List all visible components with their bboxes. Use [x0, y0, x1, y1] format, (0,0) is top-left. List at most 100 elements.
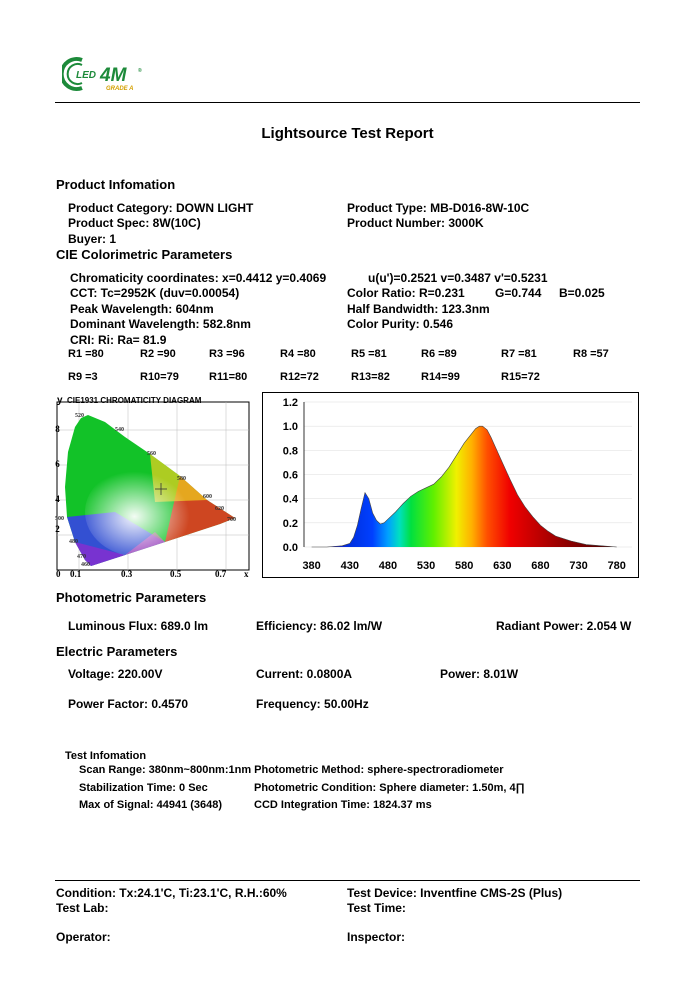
r-value: R7 =81	[501, 348, 537, 360]
company-logo: LED 4M ® GRADE A	[59, 54, 172, 94]
footer-rule	[55, 880, 640, 881]
logo-brand: 4M	[99, 65, 128, 86]
y-tick-label: 1.0	[283, 421, 298, 433]
x-tick-label: 780	[608, 560, 626, 572]
max-signal: Max of Signal: 44941 (3648)	[79, 799, 223, 811]
condition: Condition: Tx:24.1'C, Ti:23.1'C, R.H.:60…	[56, 886, 287, 900]
x-tick: 0.7	[215, 569, 227, 578]
y-tick-label: 0.4	[283, 494, 299, 506]
frequency: Frequency: 50.00Hz	[256, 697, 369, 711]
product-type: Product Type: MB-D016-8W-10C	[347, 201, 530, 215]
test-time: Test Time:	[347, 901, 406, 915]
locus-label: 580	[177, 476, 186, 482]
header-rule	[55, 102, 640, 103]
power-factor: Power Factor: 0.4570	[68, 697, 189, 711]
r-value: R4 =80	[280, 348, 316, 360]
y-tick-label: 0.0	[283, 542, 298, 554]
x-tick: 0.5	[170, 569, 182, 578]
r-value: R14=99	[421, 371, 460, 383]
x-tick-label: 680	[531, 560, 549, 572]
cie-heading: CIE Colorimetric Parameters	[56, 247, 233, 262]
x-tick-label: 480	[379, 560, 397, 572]
logo-registered: ®	[138, 67, 142, 74]
luminous-flux: Luminous Flux: 689.0 lm	[68, 619, 209, 633]
current: Current: 0.0800A	[256, 667, 353, 681]
inspector: Inspector:	[347, 930, 406, 944]
cri: CRI: Ri: Ra= 81.9	[70, 333, 167, 347]
x-tick: 0.3	[121, 569, 133, 578]
locus-label: 600	[203, 494, 212, 500]
chromaticity: Chromaticity coordinates: x=0.4412 y=0.4…	[70, 271, 327, 285]
dominant-wavelength: Dominant Wavelength: 582.8nm	[70, 317, 251, 331]
stabilization-time: Stabilization Time: 0 Sec	[79, 782, 208, 794]
y-tick-label: 0.6	[283, 470, 298, 482]
operator: Operator:	[56, 930, 111, 944]
voltage: Voltage: 220.00V	[68, 667, 163, 681]
cie-diagram: 520 540 560 580 600 620 700 500 480 470 …	[53, 392, 252, 579]
peak-wavelength: Peak Wavelength: 604nm	[70, 302, 214, 316]
power: Power: 8.01W	[440, 667, 519, 681]
r-value: R6 =89	[421, 348, 457, 360]
half-bandwidth: Half Bandwidth: 123.3nm	[347, 302, 490, 316]
logo-sub: GRADE A	[106, 86, 133, 92]
x-tick: 0	[56, 569, 61, 578]
radiant-power: Radiant Power: 2.054 W	[496, 619, 632, 633]
locus-label: 620	[215, 506, 224, 512]
spectrum-line	[311, 425, 617, 548]
locus-label: 460	[81, 562, 90, 568]
product-heading: Product Infomation	[56, 177, 176, 192]
report-title: Lightsource Test Report	[261, 125, 434, 142]
test-lab: Test Lab:	[56, 901, 109, 915]
locus-label: 520	[75, 413, 84, 419]
r-value: R12=72	[280, 371, 319, 383]
product-spec: Product Spec: 8W(10C)	[68, 216, 201, 230]
color-ratio-b: B=0.025	[559, 286, 605, 300]
diagram-title: CIE1931 CHROMATICITY DIAGRAM	[67, 396, 202, 405]
r-value: R15=72	[501, 371, 540, 383]
product-category: Product Category: DOWN LIGHT	[68, 201, 254, 215]
x-tick-label: 730	[569, 560, 587, 572]
photometric-heading: Photometric Parameters	[56, 590, 207, 605]
r-value: R8 =57	[573, 348, 609, 360]
scan-range: Scan Range: 380nm~800nm:1nm Photometric …	[79, 764, 504, 776]
x-tick-label: 580	[455, 560, 473, 572]
r-value: R13=82	[351, 371, 390, 383]
r-value: R5 =81	[351, 348, 387, 360]
y-tick: .4	[55, 494, 60, 504]
r-value: R10=79	[140, 371, 179, 383]
logo-led: LED	[76, 70, 96, 81]
ccd-integration-time: CCD Integration Time: 1824.37 ms	[254, 799, 432, 811]
efficiency: Efficiency: 86.02 lm/W	[256, 619, 383, 633]
uv-coords: u(u')=0.2521 v=0.3487 v'=0.5231	[368, 271, 548, 285]
x-tick-label: 430	[341, 560, 359, 572]
y-tick-label: 0.2	[283, 518, 298, 530]
r-value: R11=80	[209, 371, 248, 383]
product-number: Product Number: 3000K	[347, 216, 484, 230]
x-tick-label: 380	[302, 560, 320, 572]
spectrum-chart: 1.2 1.0 0.8 0.6 0.4 0.2 0.0 380 430 480 530 580 630…	[262, 392, 639, 578]
color-ratio: Color Ratio: R=0.231	[347, 286, 465, 300]
test-heading: Test Infomation	[65, 750, 147, 762]
locus-label: 470	[77, 554, 86, 560]
x-tick-label: 630	[493, 560, 511, 572]
x-tick-label: 530	[417, 560, 435, 572]
locus-label: 480	[69, 539, 78, 545]
y-tick: .6	[55, 459, 60, 469]
r-value: R3 =96	[209, 348, 245, 360]
locus-label: 560	[147, 451, 156, 457]
x-tick: 0.1	[70, 569, 82, 578]
y-tick-label: 1.2	[283, 397, 298, 409]
r-value: R9 =3	[68, 371, 98, 383]
y-tick: .2	[55, 524, 60, 534]
locus-label: 540	[115, 427, 124, 433]
spectrum-area	[311, 426, 617, 547]
r-value: R2 =90	[140, 348, 176, 360]
y-tick-label: 0.8	[283, 445, 298, 457]
y-tick: .8	[55, 424, 60, 434]
electric-heading: Electric Parameters	[56, 644, 178, 659]
r-value: R1 =80	[68, 348, 104, 360]
photometric-condition: Photometric Condition: Sphere diameter: …	[254, 782, 525, 794]
x-tick: x	[244, 569, 249, 578]
locus-label: 700	[227, 517, 236, 523]
color-purity: Color Purity: 0.546	[347, 317, 454, 331]
